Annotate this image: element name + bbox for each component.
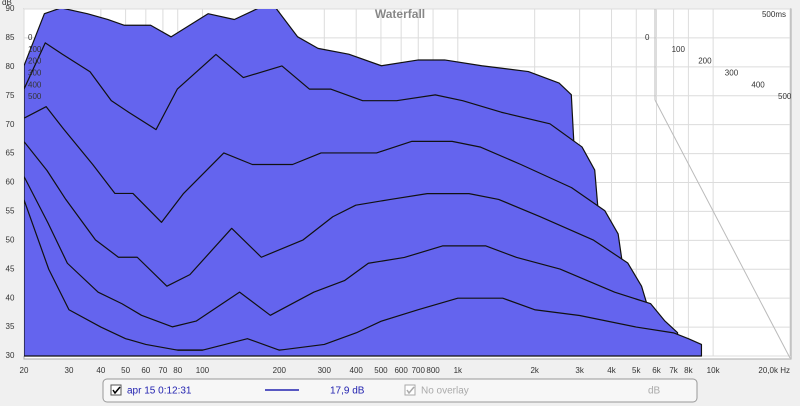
x-tick-label: 80 bbox=[173, 366, 182, 375]
x-tick-label: 1k bbox=[454, 366, 463, 375]
chart-title: Waterfall bbox=[375, 7, 425, 21]
overlay-name: No overlay bbox=[421, 386, 469, 397]
x-tick-label: 40 bbox=[96, 366, 105, 375]
x-tick-label: 7k bbox=[669, 366, 678, 375]
z-tick-label: 100 bbox=[28, 45, 42, 54]
x-tick-label: 600 bbox=[394, 366, 408, 375]
x-tick-label: 100 bbox=[196, 366, 210, 375]
z-tick-label: 400 bbox=[28, 80, 42, 89]
y-tick-label: 90 bbox=[6, 4, 15, 13]
trace-level: 17,9 dB bbox=[330, 386, 365, 397]
x-tick-label: 3k bbox=[575, 366, 584, 375]
x-tick-label: 700 bbox=[412, 366, 426, 375]
z-tick-label: 400 bbox=[751, 80, 765, 89]
y-tick-label: 30 bbox=[6, 351, 15, 360]
y-tick-label: 80 bbox=[6, 62, 15, 71]
y-tick-label: 60 bbox=[6, 178, 15, 187]
z-tick-label: 200 bbox=[28, 57, 42, 66]
y-tick-label: 65 bbox=[6, 149, 15, 158]
x-tick-label: 6k bbox=[652, 366, 661, 375]
z-tick-label: 300 bbox=[725, 69, 739, 78]
x-tick-label: 60 bbox=[141, 366, 150, 375]
x-tick-label: 70 bbox=[158, 366, 167, 375]
x-tick-label: 400 bbox=[350, 366, 364, 375]
x-tick-label: 300 bbox=[318, 366, 332, 375]
z-tick-label: 200 bbox=[698, 57, 712, 66]
y-tick-label: 35 bbox=[6, 322, 15, 331]
trace-checkbox[interactable] bbox=[110, 384, 122, 396]
y-tick-label: 40 bbox=[6, 293, 15, 302]
z-tick-label: 300 bbox=[28, 69, 42, 78]
slice bbox=[24, 199, 703, 357]
y-tick-label: 50 bbox=[6, 235, 15, 244]
x-tick-label: 8k bbox=[684, 366, 693, 375]
y-tick-label: 55 bbox=[6, 207, 15, 216]
x-tick-label: 20 bbox=[20, 366, 29, 375]
y-tick-label: 75 bbox=[6, 91, 15, 100]
x-tick-label: 20,0k Hz bbox=[758, 366, 790, 375]
time-label: 500ms bbox=[762, 10, 786, 19]
overlay-checkbox[interactable] bbox=[404, 384, 416, 396]
floor-edge bbox=[654, 99, 791, 359]
y-tick-label: 85 bbox=[6, 33, 15, 42]
z-tick-label: 0 bbox=[28, 33, 33, 42]
z-tick-label: 100 bbox=[672, 45, 686, 54]
x-tick-label: 10k bbox=[707, 366, 721, 375]
x-tick-label: 200 bbox=[273, 366, 287, 375]
y-tick-label: 70 bbox=[6, 120, 15, 129]
x-tick-label: 4k bbox=[607, 366, 616, 375]
trace-name: apr 15 0:12:31 bbox=[127, 386, 192, 397]
z-tick-label: 500 bbox=[778, 92, 792, 101]
y-tick-label: 45 bbox=[6, 264, 15, 273]
z-tick-label: 0 bbox=[645, 33, 650, 42]
slices bbox=[24, 9, 703, 357]
legend-box bbox=[102, 378, 698, 403]
x-tick-label: 800 bbox=[426, 366, 440, 375]
axes: 30 35 40 45 50 55 60 65 70 75 80 85 90 20 30 40 50 60 70 80… bbox=[6, 4, 792, 375]
z-tick-label: 500 bbox=[28, 92, 42, 101]
overlay-unit: dB bbox=[648, 386, 661, 397]
x-tick-label: 500 bbox=[374, 366, 388, 375]
check-mark bbox=[112, 386, 121, 395]
x-tick-label: 5k bbox=[632, 366, 641, 375]
x-tick-label: 30 bbox=[65, 366, 74, 375]
x-tick-label: 50 bbox=[121, 366, 130, 375]
y-axis-label: dB bbox=[2, 0, 12, 7]
x-tick-label: 2k bbox=[530, 366, 539, 375]
check-mark bbox=[406, 386, 415, 395]
